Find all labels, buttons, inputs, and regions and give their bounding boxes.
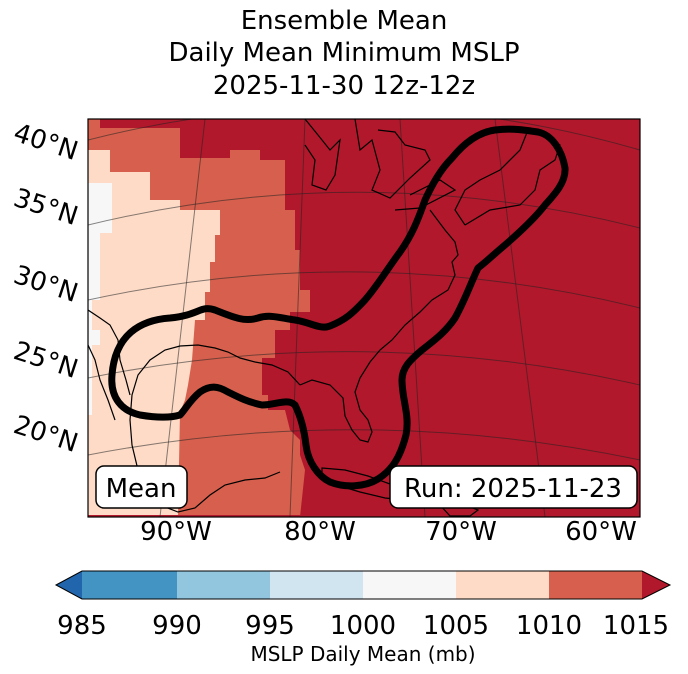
colorbar-tick-985: 985 (57, 611, 107, 641)
colorbar-tick-990: 990 (152, 611, 202, 641)
lon-label-70w: 70°W (425, 517, 497, 547)
colorbar-tick-1010: 1010 (516, 611, 582, 641)
parallel-25n (88, 351, 640, 386)
colorbar-tick-1015: 1015 (603, 611, 669, 641)
mean-contour (108, 125, 569, 490)
parallel-40n (88, 119, 640, 151)
run-box-text: Run: 2025-11-23 (404, 474, 622, 504)
colorbar-outline (54, 570, 672, 600)
colorbar-segment-995-1000 (270, 571, 363, 599)
band-1000-1005 (88, 183, 112, 415)
colorbar-segment-985-990 (82, 571, 177, 599)
title-line-1: Ensemble Mean (240, 6, 448, 36)
lat-label-35n: 35°N (10, 183, 82, 232)
title-line-2: Daily Mean Minimum MSLP (168, 38, 520, 68)
band-1005-1010 (88, 150, 220, 517)
mexico-west-coast (88, 309, 131, 421)
title-line-3: 2025-11-30 12z-12z (212, 71, 476, 101)
lat-label-40n: 40°N (10, 118, 82, 167)
parallel-30n (88, 271, 640, 309)
run-box (389, 465, 638, 509)
lon-label-60w: 60°W (565, 517, 637, 547)
meridian-60w (494, 119, 546, 517)
map-bottom-strip (88, 515, 640, 517)
colorbar-over-arrow (642, 571, 670, 599)
mean-box (95, 465, 188, 509)
mean-box-text: Mean (106, 474, 177, 504)
lat-label-30n: 30°N (10, 260, 82, 309)
gulf-coast (129, 344, 301, 513)
colorbar-tick-1000: 1000 (330, 611, 396, 641)
colorbar-segment-1010-1015 (549, 571, 642, 599)
colorbar-label: MSLP Daily Mean (mb) (250, 642, 475, 666)
lon-label-90w: 90°W (140, 517, 212, 547)
lon-label-80w: 80°W (284, 517, 356, 547)
colorbar-tick-1005: 1005 (423, 611, 489, 641)
colorbar-segment-990-995 (177, 571, 270, 599)
parallel-35n (88, 191, 640, 229)
colorbar (54, 570, 672, 600)
colorbar-segment-1005-1010 (456, 571, 549, 599)
lat-label-25n: 25°N (10, 336, 82, 385)
colorbar-segment-1000-1005 (363, 571, 456, 599)
colorbar-under-arrow (56, 571, 82, 599)
colorbar-tick-995: 995 (245, 611, 295, 641)
parallel-20n (88, 429, 640, 461)
lat-label-20n: 20°N (10, 410, 82, 459)
map-frame (87, 118, 641, 518)
